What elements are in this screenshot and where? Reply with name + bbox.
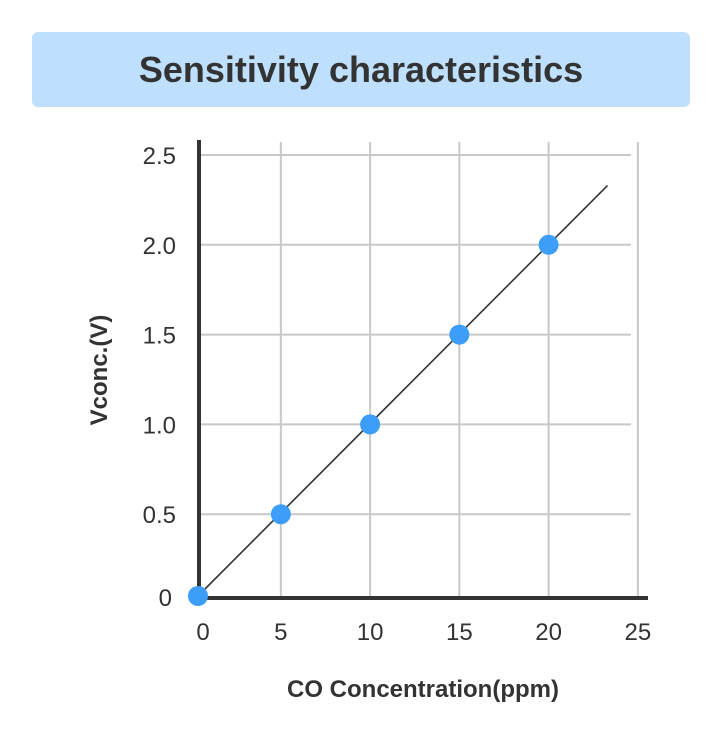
data-point [360,414,381,435]
chart-title: Sensitivity characteristics [138,48,584,90]
data-point [538,234,559,255]
y-tick-label: 0 [159,585,172,612]
data-point [270,504,291,525]
x-tick-label: 25 [624,619,651,646]
x-tick-label: 0 [196,619,209,646]
x-tick-label: 15 [446,619,473,646]
y-tick-label: 1.0 [143,412,176,439]
y-tick-label: 2.0 [143,233,176,260]
x-axis-label: CO Concentration(ppm) [287,676,559,703]
y-tick-label: 0.5 [143,502,176,529]
y-tick-label: 2.5 [143,143,176,170]
data-point [188,586,208,606]
x-tick-label: 10 [357,619,384,646]
x-tick-label: 20 [535,619,562,646]
x-tick-label: 5 [274,619,287,646]
y-axis-label: Vconc.(V) [86,315,113,426]
chart-title-box: Sensitivity characteristics [32,32,690,107]
fit-line [197,184,609,597]
y-tick-label: 1.5 [143,323,176,350]
data-point [449,324,470,345]
